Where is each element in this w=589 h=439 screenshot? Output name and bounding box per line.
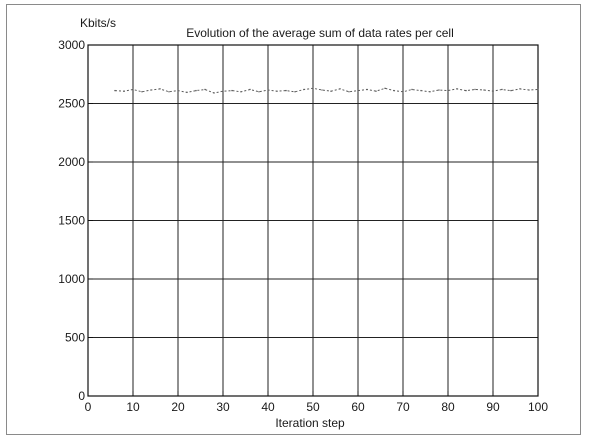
y-axis-label: Kbits/s: [80, 16, 116, 30]
data-point: [465, 89, 467, 92]
data-point: [186, 91, 188, 94]
data-point: [501, 88, 503, 91]
data-point: [276, 90, 278, 92]
series: [114, 87, 539, 94]
data-point: [528, 89, 530, 91]
data-point: [474, 88, 476, 91]
data-point: [213, 92, 215, 94]
ticks: 0 10 20 30 40 50 60 70 80 90 100050010001500200025…: [58, 38, 548, 414]
y-tick-label: 1500: [58, 214, 85, 228]
chart-title: Evolution of the average sum of data rat…: [186, 26, 454, 40]
x-tick-label: 90: [486, 400, 500, 414]
data-point: [285, 89, 287, 92]
data-point: [456, 88, 458, 90]
x-tick-label: 0: [85, 400, 92, 414]
data-point: [393, 89, 395, 92]
data-point: [348, 91, 350, 93]
data-point: [510, 89, 512, 92]
data-point: [168, 91, 170, 93]
data-point: [177, 89, 179, 92]
y-tick-label: 2500: [58, 97, 85, 111]
data-point: [438, 89, 440, 91]
data-point: [519, 88, 521, 90]
data-point: [366, 88, 368, 91]
data-point: [231, 89, 233, 92]
data-point: [240, 91, 242, 93]
x-tick-label: 100: [528, 400, 548, 414]
data-point: [537, 88, 539, 91]
x-tick-label: 60: [351, 400, 365, 414]
y-tick-label: 1000: [58, 272, 85, 286]
y-tick-label: 0: [78, 389, 85, 403]
data-point: [303, 88, 305, 91]
data-point: [357, 89, 359, 92]
data-point: [114, 89, 116, 92]
data-point: [339, 88, 341, 90]
grid: [88, 45, 538, 396]
data-point: [447, 89, 449, 92]
data-point: [420, 89, 422, 92]
x-tick-label: 40: [261, 400, 275, 414]
x-tick-label: 50: [306, 400, 320, 414]
data-point: [267, 89, 269, 91]
data-point: [330, 90, 332, 92]
data-point: [411, 88, 413, 91]
x-tick-label: 70: [396, 400, 410, 414]
data-point: [159, 88, 161, 90]
y-tick-label: 2000: [58, 155, 85, 169]
data-point: [492, 90, 494, 92]
data-point: [141, 91, 143, 93]
data-point: [195, 89, 197, 92]
data-point: [321, 89, 323, 91]
data-point: [132, 88, 134, 91]
x-tick-label: 80: [441, 400, 455, 414]
x-tick-label: 30: [216, 400, 230, 414]
data-point: [123, 90, 125, 92]
data-point: [222, 90, 224, 92]
data-point: [204, 88, 206, 91]
y-tick-label: 3000: [58, 38, 85, 52]
x-tick-label: 20: [171, 400, 185, 414]
chart-frame: [6, 4, 581, 435]
data-point: [249, 88, 251, 91]
y-tick-label: 500: [65, 331, 85, 345]
data-point: [384, 87, 386, 89]
data-point: [429, 91, 431, 93]
x-tick-label: 10: [126, 400, 140, 414]
data-point: [483, 89, 485, 91]
data-point: [294, 91, 296, 93]
data-point: [312, 87, 314, 89]
data-point: [375, 90, 377, 92]
x-axis-label: Iteration step: [275, 416, 345, 430]
data-point: [150, 89, 152, 91]
data-point: [258, 91, 260, 93]
data-point: [402, 91, 404, 93]
